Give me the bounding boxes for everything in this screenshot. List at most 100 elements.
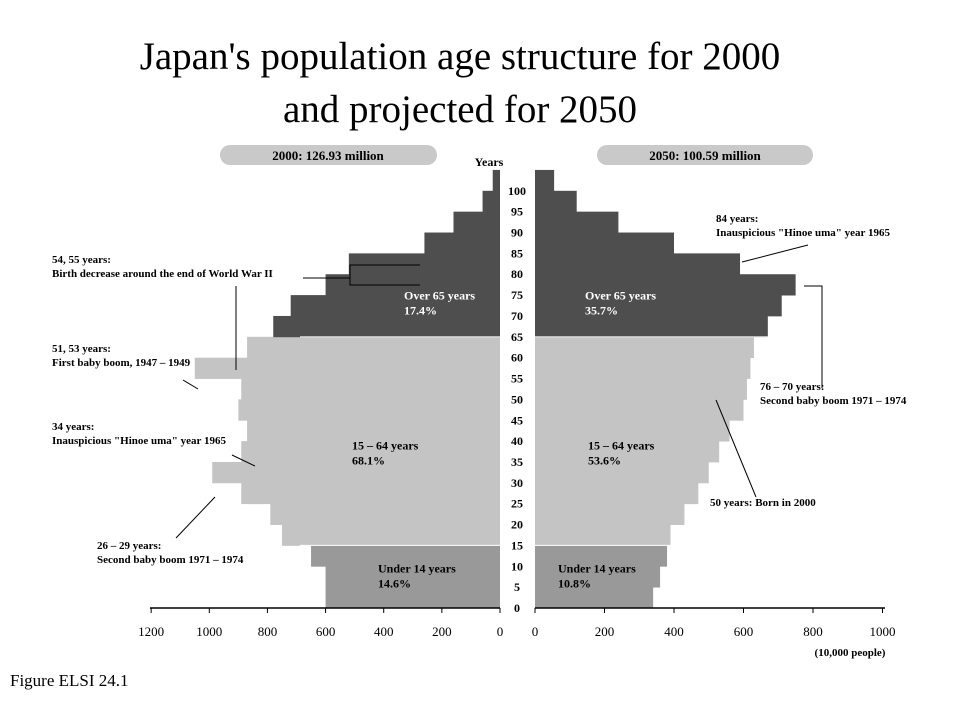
- annotation-4-heading: 26 – 29 years:: [97, 540, 161, 552]
- annotation-7-heading: 50 years: Born in 2000: [710, 497, 816, 509]
- group-share-2000-working: 68.1%: [352, 453, 385, 467]
- age-tick-50: 50: [511, 392, 523, 406]
- age-tick-30: 30: [511, 476, 523, 490]
- bar-2000-age-90-95: [453, 211, 500, 233]
- annotation-3-heading: 34 years:: [52, 421, 94, 433]
- bar-2050-age-90-95: [535, 211, 619, 233]
- bar-2000-age-45-50: [238, 399, 500, 421]
- age-tick-90: 90: [511, 226, 523, 240]
- chart-title-line-2: and projected for 2050: [282, 88, 638, 131]
- x-tick-left-1200: 1200: [138, 624, 164, 639]
- bar-2050-age-85-90: [535, 232, 674, 254]
- bar-2050-age-100-105: [535, 169, 555, 192]
- x-tick-right-0: 0: [532, 624, 539, 639]
- age-tick-65: 65: [511, 330, 523, 344]
- x-tick-left-0: 0: [497, 624, 504, 639]
- bar-2000-age-5-10: [325, 566, 500, 588]
- leader-line-54-years: [303, 264, 420, 279]
- x-tick-left-1000: 1000: [196, 624, 222, 639]
- bar-2000-age-80-85: [348, 253, 500, 275]
- figure-caption: Figure ELSI 24.1: [10, 671, 129, 690]
- bar-2050-age-65-70: [535, 315, 768, 338]
- age-tick-15: 15: [511, 538, 523, 552]
- group-label-2050-working: 15 – 64 years: [588, 438, 655, 452]
- age-tick-45: 45: [511, 413, 523, 427]
- bar-2000-age-55-60: [194, 357, 500, 379]
- bar-2000-age-10-15: [311, 545, 500, 567]
- group-share-2050-young: 10.8%: [558, 577, 591, 591]
- group-share-2000-young: 14.6%: [378, 577, 411, 591]
- age-tick-70: 70: [511, 309, 523, 323]
- bar-2000-age-95-100: [482, 190, 500, 213]
- bar-2050-age-20-25: [535, 503, 685, 525]
- x-tick-right-1000: 1000: [870, 624, 896, 639]
- bar-2000-age-0-5: [325, 587, 500, 609]
- age-tick-85: 85: [511, 246, 523, 260]
- bar-2000-age-60-65: [247, 336, 500, 359]
- age-tick-95: 95: [511, 205, 523, 219]
- group-share-2000-old: 17.4%: [404, 303, 437, 317]
- age-tick-55: 55: [511, 372, 523, 386]
- annotation-3-text: Inauspicious "Hinoe uma" year 1965: [52, 435, 226, 447]
- age-tick-100: 100: [508, 184, 526, 198]
- group-share-2050-old: 35.7%: [585, 303, 618, 317]
- age-tick-40: 40: [511, 434, 523, 448]
- age-axis-title: Years: [475, 155, 504, 169]
- bar-2000-age-50-55: [241, 378, 501, 400]
- bar-2000-age-65-70: [273, 315, 500, 338]
- annotation-6-heading: 76 – 70 years:: [760, 381, 824, 393]
- leader-line-first-baby-boom: [182, 379, 199, 390]
- header-label-2000: 2000: 126.93 million: [272, 148, 384, 163]
- bar-2050-age-55-60: [535, 357, 751, 379]
- bar-2050-age-10-15: [535, 545, 668, 567]
- chart-title-line-1: Japan's population age structure for 200…: [139, 35, 781, 78]
- age-tick-20: 20: [511, 518, 523, 532]
- age-tick-10: 10: [511, 559, 523, 573]
- header-label-2050: 2050: 100.59 million: [649, 148, 761, 163]
- bar-2050-age-5-10: [535, 566, 661, 588]
- x-tick-right-800: 800: [803, 624, 823, 639]
- bar-2050-age-45-50: [535, 399, 744, 421]
- bar-2050-age-70-75: [535, 295, 782, 317]
- bar-2050-age-60-65: [535, 336, 754, 359]
- bar-2000-age-20-25: [270, 503, 500, 525]
- bar-2000-age-70-75: [290, 295, 500, 317]
- bar-2050-age-15-20: [535, 524, 671, 546]
- bar-2050-age-30-35: [535, 461, 709, 484]
- bar-2000-age-35-40: [241, 441, 501, 463]
- bar-2000-age-85-90: [424, 232, 500, 254]
- bar-2050-age-0-5: [535, 587, 654, 609]
- bar-2050-age-50-55: [535, 378, 747, 400]
- age-tick-60: 60: [511, 351, 523, 365]
- bar-2050-age-40-45: [535, 420, 730, 442]
- bar-2000-age-25-30: [241, 482, 501, 505]
- bar-2000-age-100-105: [492, 169, 500, 192]
- bar-2050-age-95-100: [535, 190, 577, 213]
- x-tick-left-600: 600: [316, 624, 336, 639]
- leader-line-born-2000: [715, 399, 757, 498]
- leader-line-hinoe-uma-2000: [231, 454, 256, 467]
- x-tick-right-200: 200: [595, 624, 615, 639]
- age-tick-35: 35: [511, 455, 523, 469]
- bar-2050-age-80-85: [535, 253, 741, 275]
- group-share-2050-working: 53.6%: [588, 453, 621, 467]
- age-tick-0: 0: [514, 601, 520, 615]
- annotation-1-text: Birth decrease around the end of World W…: [52, 268, 273, 280]
- age-tick-25: 25: [511, 497, 523, 511]
- leader-line-second-baby-boom-2050: [804, 285, 823, 388]
- header-pill-2000: [220, 145, 437, 165]
- bar-2050-age-75-80: [535, 274, 796, 296]
- group-label-2000-young: Under 14 years: [378, 562, 456, 576]
- annotation-6-text: Second baby boom 1971 – 1974: [760, 395, 907, 407]
- x-axis-unit: (10,000 people): [815, 647, 886, 659]
- bar-2050-age-25-30: [535, 482, 699, 505]
- x-tick-right-600: 600: [734, 624, 754, 639]
- header-pill-2050: [597, 145, 813, 165]
- annotation-1-heading: 54, 55 years:: [52, 254, 111, 266]
- age-tick-75: 75: [511, 288, 523, 302]
- group-label-2050-old: Over 65 years: [585, 288, 656, 302]
- group-label-2050-young: Under 14 years: [558, 562, 636, 576]
- bar-2000-age-15-20: [281, 524, 500, 546]
- leader-line-55-years: [349, 278, 420, 286]
